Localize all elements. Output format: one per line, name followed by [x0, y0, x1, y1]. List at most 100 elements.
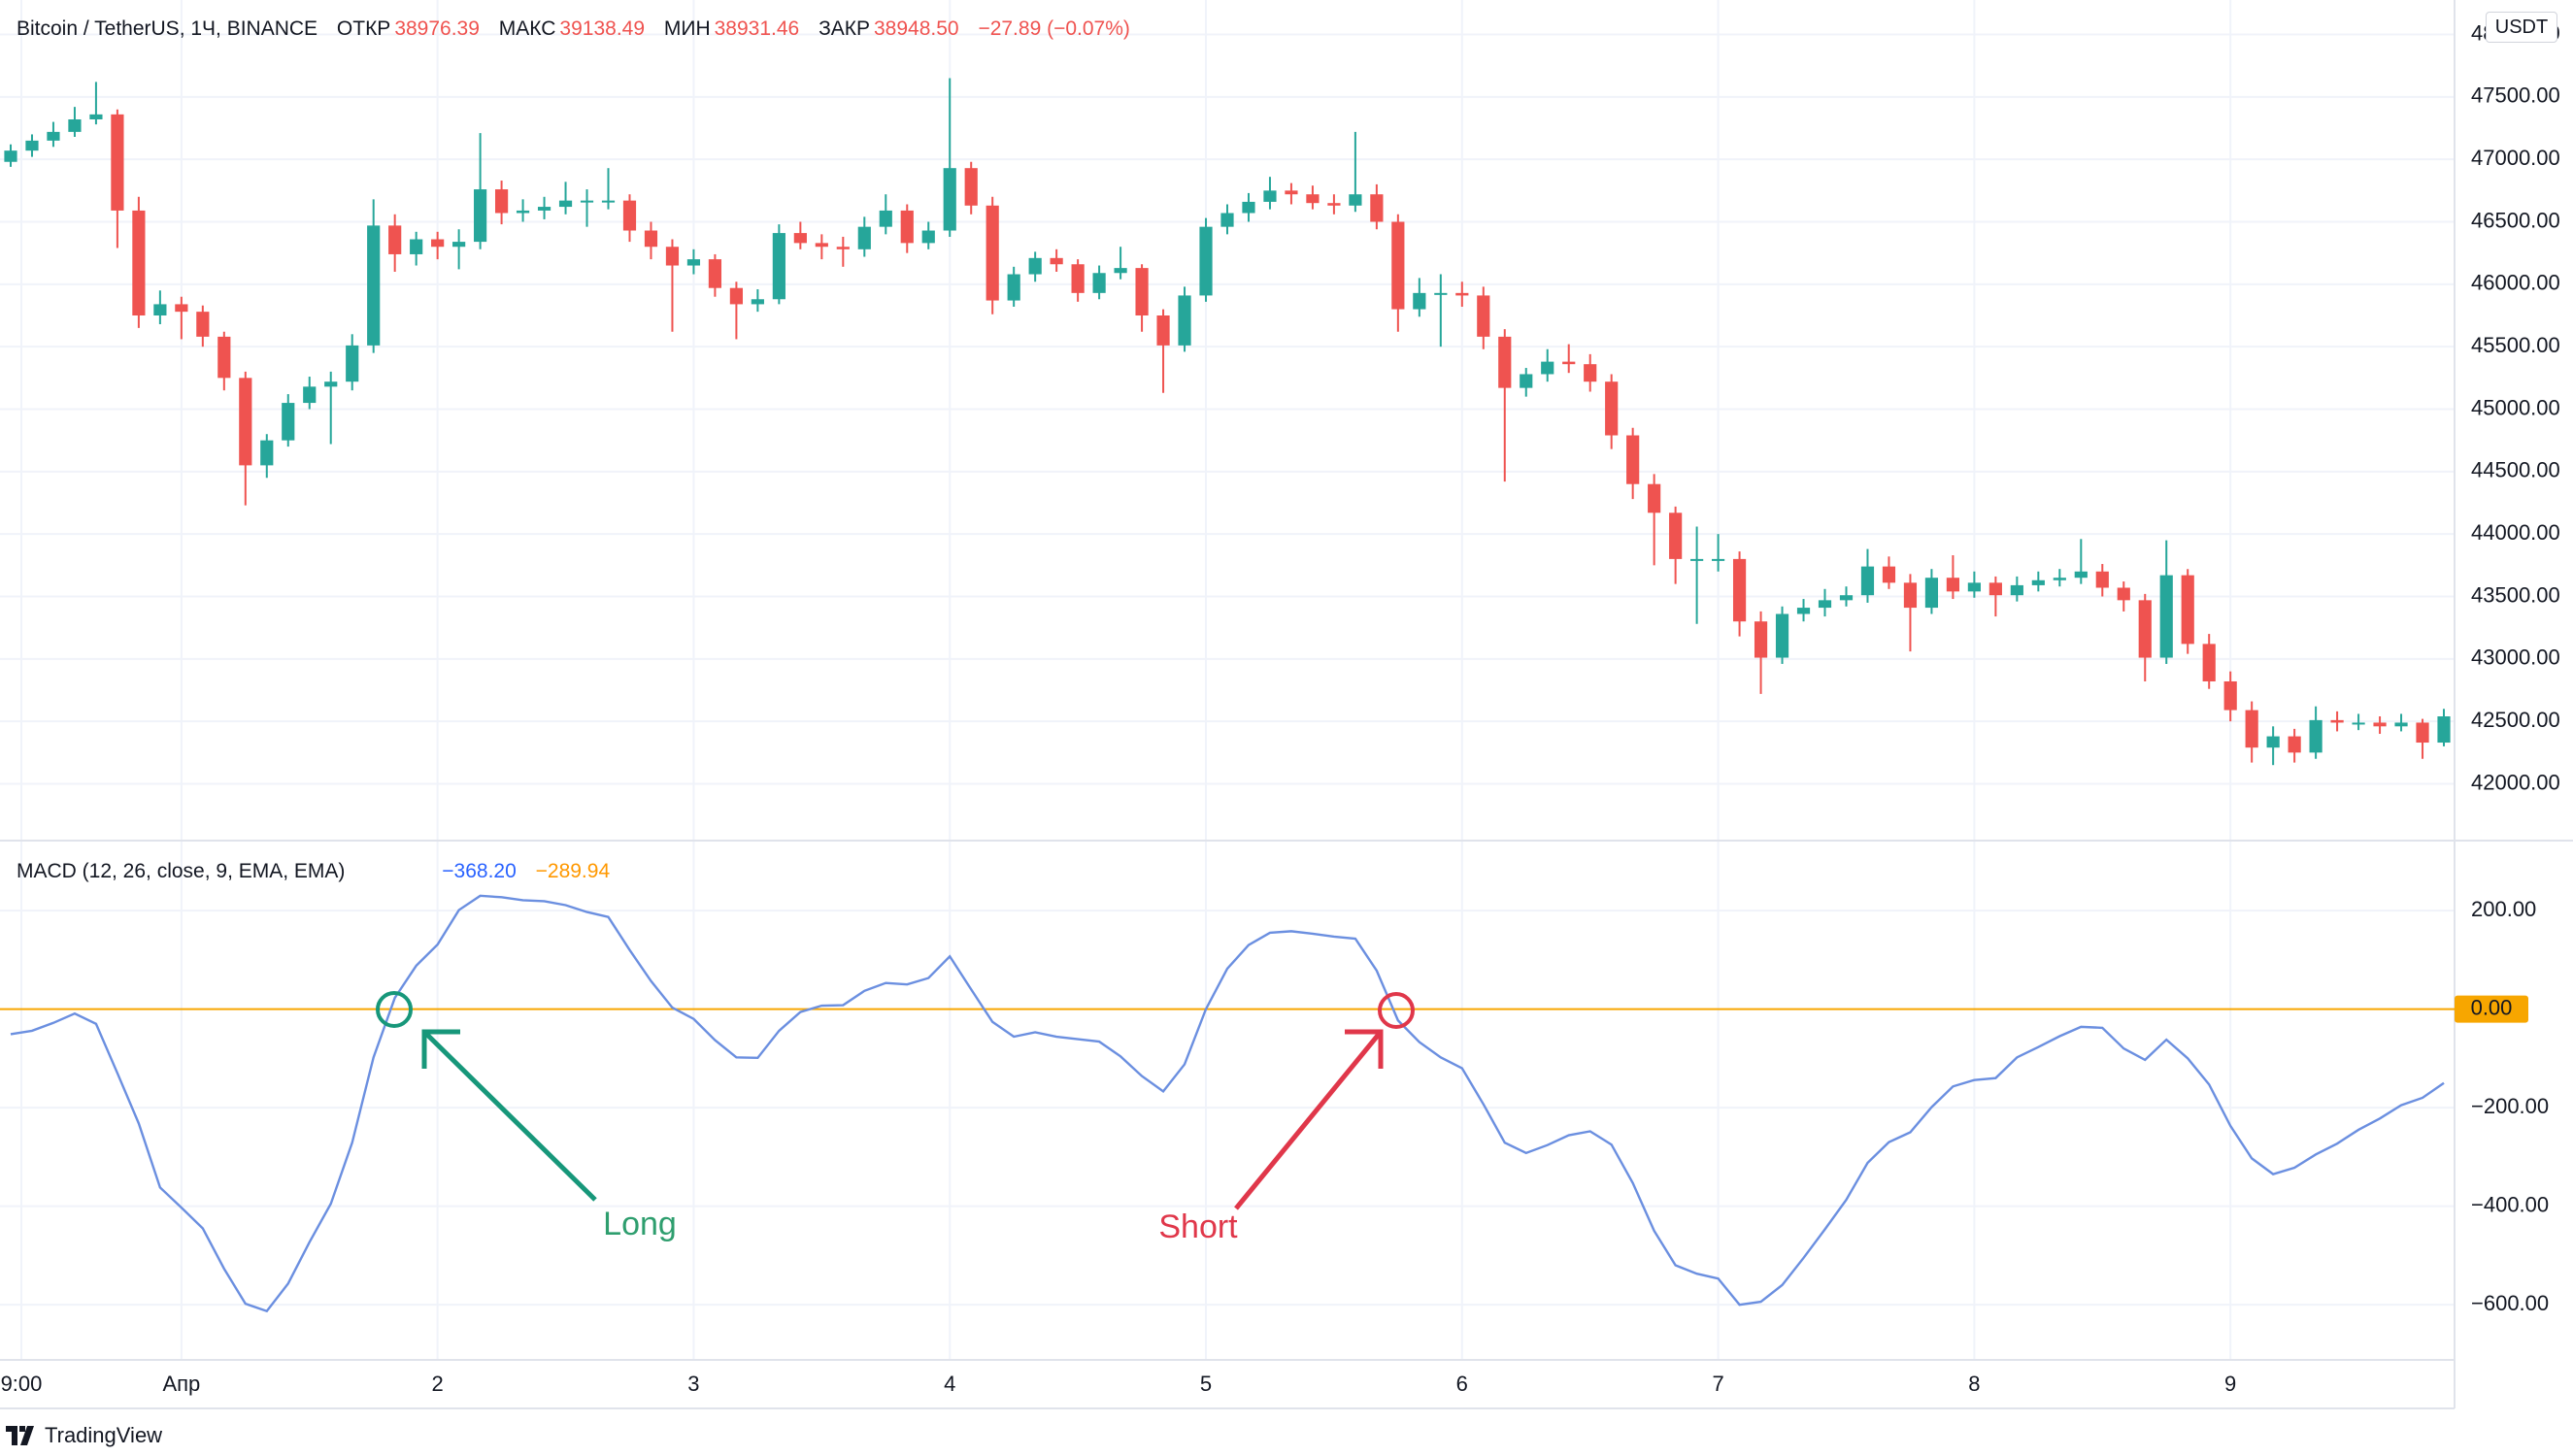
- candle-body: [1732, 558, 1747, 622]
- candle-body: [921, 230, 935, 244]
- x-tick-label: 5: [1200, 1372, 1212, 1396]
- candle-body: [1520, 374, 1533, 388]
- logo: [6, 1426, 34, 1445]
- candle-body: [2053, 578, 2066, 580]
- x-tick-label: 6: [1456, 1372, 1468, 1396]
- candle-body: [516, 210, 530, 214]
- candle-body: [1988, 582, 2002, 596]
- candle-body: [2117, 587, 2130, 601]
- candle-body: [772, 233, 785, 300]
- candle-body: [580, 200, 594, 203]
- candle-body: [1712, 558, 1725, 561]
- candle-body: [879, 210, 892, 227]
- candle-body: [4, 150, 17, 162]
- candle-body: [1391, 221, 1405, 310]
- candle-body: [1050, 257, 1063, 265]
- field-label: ОТКР: [336, 17, 391, 40]
- field-value: 38948.50: [874, 17, 959, 40]
- candle-body: [1349, 194, 1362, 206]
- signal-circle: [1378, 992, 1415, 1029]
- y-tick-label: 46000.00: [2471, 271, 2560, 295]
- candle-body: [729, 287, 743, 305]
- candle-body: [2266, 736, 2280, 748]
- candle-body: [644, 230, 658, 248]
- macd-header: MACD (12, 26, close, 9, EMA, EMA) −368.2…: [17, 860, 614, 883]
- y-tick-label: 200.00: [2471, 897, 2536, 921]
- candle-body: [282, 403, 295, 441]
- x-tick-label: 4: [944, 1372, 955, 1396]
- y-tick-label: −200.00: [2471, 1094, 2549, 1118]
- candle-body: [601, 200, 616, 203]
- candle-body: [1946, 578, 1960, 592]
- y-tick-label: 47500.00: [2471, 83, 2560, 108]
- candle-body: [1114, 268, 1127, 274]
- candle-body: [1498, 336, 1512, 388]
- candle-body: [2373, 722, 2387, 727]
- candle-body: [1135, 268, 1149, 316]
- candle-body: [474, 189, 487, 243]
- candle-body: [388, 225, 402, 254]
- candle-body: [815, 243, 828, 248]
- candle-body: [431, 239, 445, 248]
- candle-body: [1541, 361, 1554, 375]
- candle-body: [1796, 608, 1811, 614]
- candle-body: [665, 247, 680, 266]
- arrow: [1234, 1029, 1384, 1210]
- candle-body: [196, 312, 210, 337]
- candle-body: [836, 247, 850, 249]
- candle-body: [1605, 381, 1619, 436]
- candle-body: [964, 168, 978, 206]
- candle-body: [2245, 710, 2258, 748]
- footer: TradingView: [6, 1423, 162, 1448]
- candle-body: [239, 378, 252, 466]
- candle-body: [1818, 600, 1832, 609]
- candle-body: [1285, 190, 1298, 195]
- zero-label: 0.00: [2471, 995, 2513, 1019]
- y-tick-label: 42000.00: [2471, 770, 2560, 794]
- y-tick-label: 43000.00: [2471, 645, 2560, 670]
- candle-body: [2074, 571, 2088, 579]
- candle-body: [1178, 295, 1191, 346]
- candle-body: [1690, 558, 1704, 561]
- candle-body: [1775, 613, 1789, 658]
- candle-body: [1263, 190, 1277, 202]
- y-tick-label: 45000.00: [2471, 395, 2560, 419]
- candle-body: [1156, 315, 1170, 346]
- candle-body: [857, 226, 871, 249]
- candle-body: [986, 205, 999, 301]
- unit-badge[interactable]: USDT: [2486, 12, 2557, 43]
- x-tick-label: 3: [687, 1372, 699, 1396]
- y-tick-label: 44500.00: [2471, 458, 2560, 482]
- candle-body: [1434, 292, 1448, 295]
- candle-body: [1924, 578, 1939, 609]
- candle-body: [2288, 736, 2301, 753]
- candle-body: [2181, 575, 2194, 645]
- readout: −289.94: [535, 860, 611, 882]
- candle-body: [1967, 582, 1981, 592]
- candle-body: [1028, 257, 1042, 275]
- candle-body: [1327, 203, 1341, 206]
- zero-badge: [2455, 995, 2528, 1023]
- candle-body: [1007, 274, 1020, 301]
- signal-circle: [376, 991, 413, 1028]
- y-tick-label: 46500.00: [2471, 208, 2560, 232]
- candle-body: [2159, 575, 2173, 658]
- candle-body: [1754, 621, 1768, 658]
- annotation: Long: [603, 1206, 677, 1242]
- candle-body: [175, 304, 188, 313]
- candle-body: [2202, 644, 2216, 681]
- y-tick-label: −600.00: [2471, 1291, 2549, 1315]
- candle-body: [2309, 719, 2322, 753]
- footer-text: TradingView: [45, 1423, 163, 1447]
- candle-body: [2138, 600, 2152, 658]
- candle-body: [943, 168, 956, 231]
- arrow: [421, 1029, 597, 1202]
- readout: −368.20: [442, 860, 517, 882]
- candle-body: [346, 345, 359, 382]
- candle-body: [2330, 719, 2344, 723]
- candle-body: [2352, 722, 2365, 725]
- candle-body: [68, 119, 82, 132]
- candle-body: [1220, 213, 1234, 227]
- candle-body: [1648, 483, 1661, 513]
